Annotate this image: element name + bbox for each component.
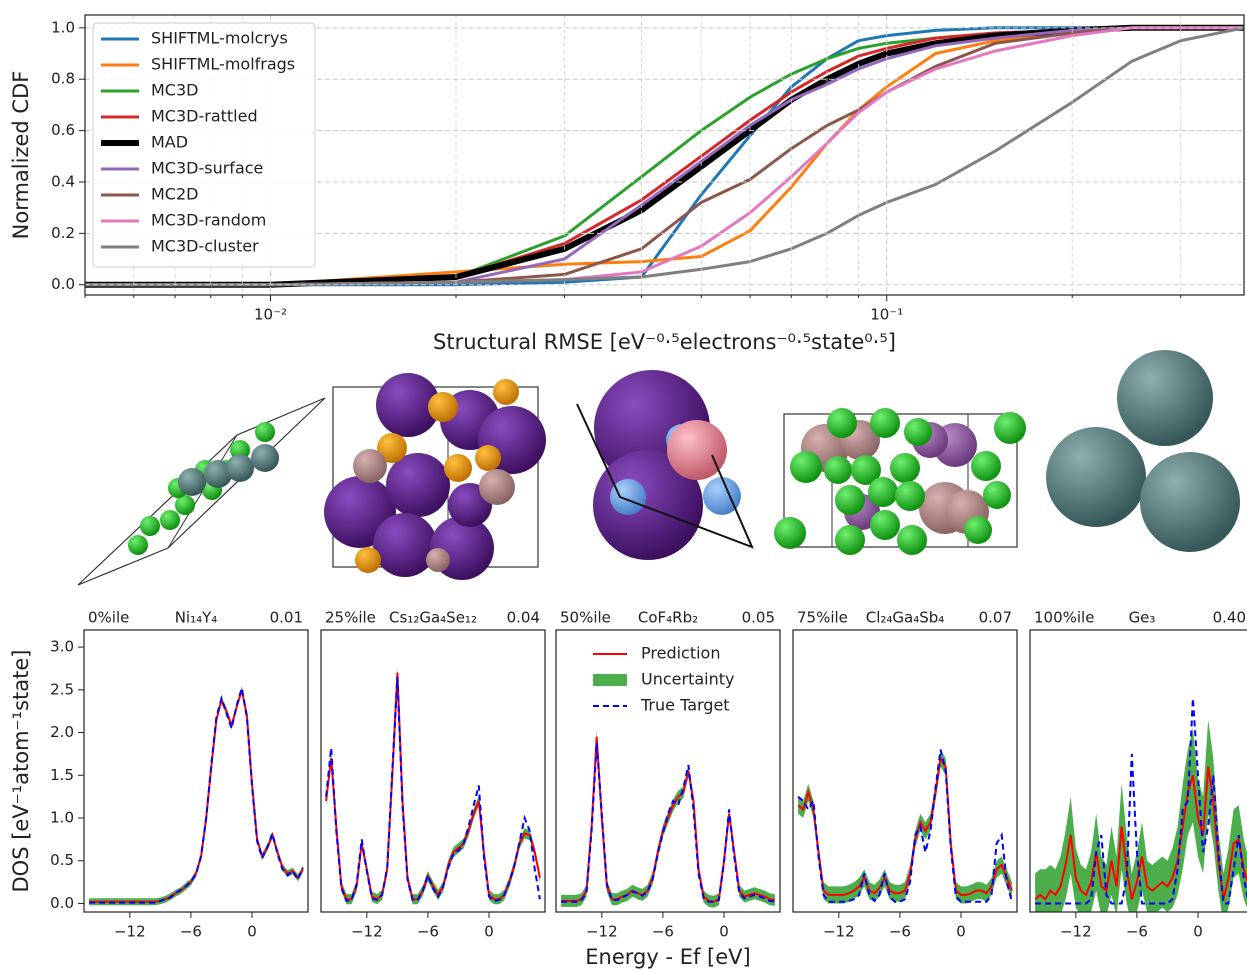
y-tick-label: 3.0 xyxy=(50,638,74,656)
x-tick-label: 0 xyxy=(956,923,966,941)
y-tick-label: 2.5 xyxy=(50,680,74,698)
x-tick-label: −6 xyxy=(180,923,202,941)
y-tick-label: 1.0 xyxy=(50,809,74,827)
legend-label: MC3D-rattled xyxy=(151,107,258,126)
panel-percentile: 0%ile xyxy=(88,609,129,627)
target-line xyxy=(325,676,541,903)
y-tick-label: 0.8 xyxy=(51,70,75,88)
plot-area xyxy=(561,730,776,908)
uncertainty-band xyxy=(1035,719,1247,912)
cdf-line xyxy=(85,26,1244,287)
prediction-line xyxy=(797,755,1013,896)
y-axis-label: DOS [eV⁻¹atom⁻¹state] xyxy=(9,650,33,893)
x-tick-label: 10⁻¹ xyxy=(870,306,903,324)
legend-label: Uncertainty xyxy=(641,670,734,689)
x-tick-label: −6 xyxy=(889,923,911,941)
y-tick-label: 1.5 xyxy=(50,766,74,784)
panel-rmse: 0.05 xyxy=(742,609,775,627)
panel-title: CoF₄Rb₂ xyxy=(638,609,698,627)
y-tick-label: 0.0 xyxy=(51,275,75,293)
legend-label: MC3D xyxy=(151,81,198,100)
plot-area xyxy=(89,686,304,906)
x-tick-label: 0 xyxy=(719,923,729,941)
y-tick-label: 0.5 xyxy=(50,851,74,869)
x-tick-label: 0 xyxy=(484,923,494,941)
y-tick-label: 0.2 xyxy=(51,224,75,242)
y-tick-label: 1.0 xyxy=(51,18,75,36)
plot-area xyxy=(325,667,541,905)
plot-area xyxy=(797,749,1013,904)
legend-label: True Target xyxy=(640,696,730,715)
target-line xyxy=(1035,698,1247,905)
panel-title: Cs₁₂Ga₄Se₁₂ xyxy=(389,609,477,627)
target-line xyxy=(89,687,304,904)
x-tick-label: 0 xyxy=(1193,923,1203,941)
target-line xyxy=(797,749,1013,903)
structure-5 xyxy=(1046,350,1240,552)
legend-label: SHIFTML-molfrags xyxy=(151,55,295,74)
axes-frame xyxy=(84,14,1245,296)
panel-rmse: 0.07 xyxy=(979,609,1012,627)
plot-area xyxy=(1034,698,1247,912)
legend-label: Prediction xyxy=(641,644,720,663)
cdf-line xyxy=(85,26,1244,287)
structure-1 xyxy=(77,397,326,586)
prediction-line xyxy=(89,689,304,903)
x-tick-label: −12 xyxy=(114,923,146,941)
legend-swatch xyxy=(593,674,627,686)
axes-frame xyxy=(792,629,1018,913)
x-axis-label: Structural RMSE [eV⁻⁰·⁵electrons⁻⁰·⁵stat… xyxy=(433,330,896,354)
legend-label: MC3D-random xyxy=(151,211,266,230)
uncertainty-band xyxy=(798,749,1012,904)
x-tick-label: −6 xyxy=(1126,923,1148,941)
legend-label: MC3D-surface xyxy=(151,159,263,178)
x-tick-label: −6 xyxy=(417,923,439,941)
x-tick-label: 0 xyxy=(247,923,257,941)
legend-frame xyxy=(92,22,316,268)
panel-percentile: 50%ile xyxy=(560,609,611,627)
prediction-line xyxy=(1034,766,1247,901)
legend-label: MC3D-cluster xyxy=(151,237,259,256)
panel-title: Cl₂₄Ga₄Sb₄ xyxy=(866,609,945,627)
x-axis-label: Energy - Ef [eV] xyxy=(585,945,750,969)
legend-label: MAD xyxy=(151,133,188,152)
x-tick-label: −12 xyxy=(823,923,855,941)
x-tick-label: 10⁻² xyxy=(254,306,287,324)
axes-frame xyxy=(555,629,781,913)
y-tick-label: 0.0 xyxy=(50,894,74,912)
panel-rmse: 0.01 xyxy=(270,609,303,627)
structure-4 xyxy=(774,408,1026,555)
panel-percentile: 25%ile xyxy=(325,609,376,627)
y-tick-label: 0.6 xyxy=(51,121,75,139)
x-tick-label: −12 xyxy=(586,923,618,941)
axes-frame xyxy=(83,629,309,913)
panel-percentile: 100%ile xyxy=(1034,609,1094,627)
panel-percentile: 75%ile xyxy=(797,609,848,627)
structure-2 xyxy=(324,373,546,580)
x-tick-label: −12 xyxy=(351,923,383,941)
y-axis-label: Normalized CDF xyxy=(9,71,33,240)
structure-3 xyxy=(576,370,754,560)
axes-frame xyxy=(320,629,546,913)
panel-title: Ge₃ xyxy=(1129,609,1156,627)
legend-label: SHIFTML-molcrys xyxy=(151,29,288,48)
axes-frame xyxy=(1029,629,1247,913)
panel-title: Ni₁₄Y₄ xyxy=(175,609,218,627)
x-tick-label: −6 xyxy=(652,923,674,941)
panel-rmse: 0.04 xyxy=(507,609,540,627)
legend-label: MC2D xyxy=(151,185,198,204)
y-tick-label: 2.0 xyxy=(50,723,74,741)
panel-rmse: 0.40 xyxy=(1213,609,1246,627)
y-tick-label: 0.4 xyxy=(51,172,75,190)
x-tick-label: −12 xyxy=(1060,923,1092,941)
